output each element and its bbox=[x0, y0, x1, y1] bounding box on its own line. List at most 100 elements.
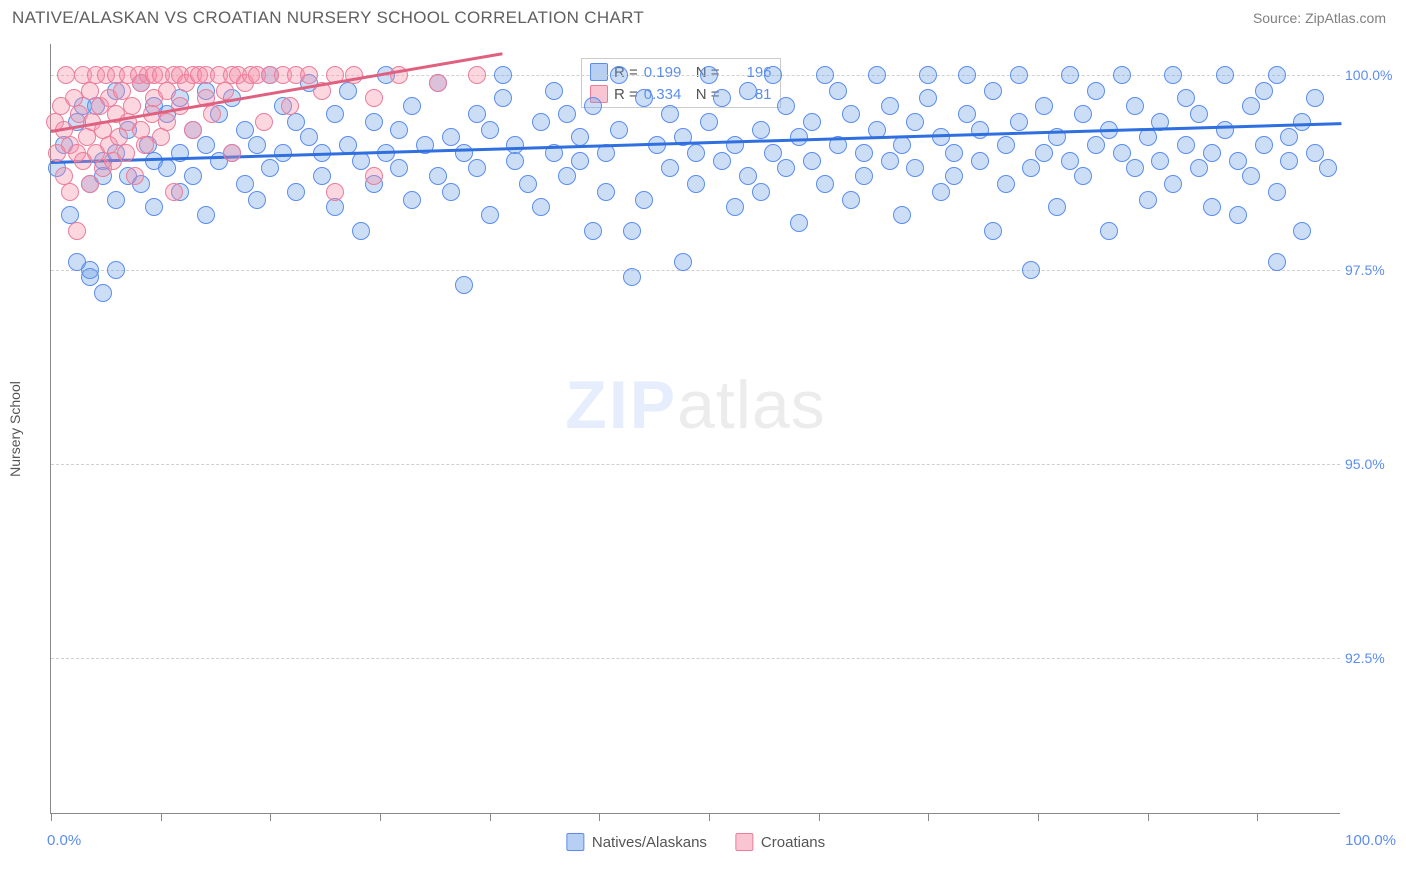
data-point bbox=[1010, 113, 1028, 131]
y-axis-title: Nursery School bbox=[7, 381, 23, 477]
legend-item: Croatians bbox=[735, 833, 825, 851]
data-point bbox=[81, 175, 99, 193]
data-point bbox=[1100, 222, 1118, 240]
data-point bbox=[803, 152, 821, 170]
data-point bbox=[468, 105, 486, 123]
data-point bbox=[584, 222, 602, 240]
legend-swatch bbox=[735, 833, 753, 851]
data-point bbox=[261, 159, 279, 177]
data-point bbox=[1255, 136, 1273, 154]
data-point bbox=[216, 82, 234, 100]
data-point bbox=[223, 144, 241, 162]
data-point bbox=[57, 66, 75, 84]
data-point bbox=[1022, 159, 1040, 177]
x-min-label: 0.0% bbox=[47, 832, 81, 849]
x-tick bbox=[380, 813, 381, 821]
data-point bbox=[403, 97, 421, 115]
data-point bbox=[790, 214, 808, 232]
data-point bbox=[881, 152, 899, 170]
chart-source: Source: ZipAtlas.com bbox=[1253, 10, 1386, 26]
data-point bbox=[1061, 152, 1079, 170]
x-tick bbox=[51, 813, 52, 821]
data-point bbox=[158, 82, 176, 100]
data-point bbox=[764, 144, 782, 162]
data-point bbox=[803, 113, 821, 131]
data-point bbox=[365, 89, 383, 107]
data-point bbox=[123, 97, 141, 115]
data-point bbox=[236, 121, 254, 139]
gridline bbox=[51, 464, 1340, 465]
y-tick-label: 100.0% bbox=[1345, 67, 1400, 83]
data-point bbox=[1035, 97, 1053, 115]
data-point bbox=[1319, 159, 1337, 177]
data-point bbox=[145, 198, 163, 216]
data-point bbox=[610, 121, 628, 139]
data-point bbox=[1280, 128, 1298, 146]
data-point bbox=[855, 167, 873, 185]
data-point bbox=[1268, 183, 1286, 201]
data-point bbox=[248, 191, 266, 209]
x-tick bbox=[928, 813, 929, 821]
x-tick bbox=[709, 813, 710, 821]
x-tick bbox=[1148, 813, 1149, 821]
data-point bbox=[184, 167, 202, 185]
data-point bbox=[906, 159, 924, 177]
data-point bbox=[1010, 66, 1028, 84]
data-point bbox=[777, 97, 795, 115]
x-max-label: 100.0% bbox=[1345, 832, 1396, 849]
data-point bbox=[945, 144, 963, 162]
x-tick bbox=[161, 813, 162, 821]
data-point bbox=[739, 82, 757, 100]
legend-item: Natives/Alaskans bbox=[566, 833, 707, 851]
data-point bbox=[1190, 105, 1208, 123]
data-point bbox=[997, 136, 1015, 154]
data-point bbox=[584, 97, 602, 115]
x-tick bbox=[270, 813, 271, 821]
data-point bbox=[365, 167, 383, 185]
data-point bbox=[1035, 144, 1053, 162]
data-point bbox=[571, 152, 589, 170]
data-point bbox=[455, 144, 473, 162]
data-point bbox=[610, 66, 628, 84]
data-point bbox=[481, 121, 499, 139]
data-point bbox=[1126, 97, 1144, 115]
data-point bbox=[326, 183, 344, 201]
data-point bbox=[713, 89, 731, 107]
data-point bbox=[339, 82, 357, 100]
data-point bbox=[932, 128, 950, 146]
data-point bbox=[345, 66, 363, 84]
data-point bbox=[1229, 152, 1247, 170]
data-point bbox=[764, 66, 782, 84]
y-tick-label: 95.0% bbox=[1345, 456, 1400, 472]
data-point bbox=[1177, 136, 1195, 154]
legend-label: Croatians bbox=[761, 834, 825, 851]
data-point bbox=[700, 66, 718, 84]
data-point bbox=[313, 167, 331, 185]
data-point bbox=[390, 159, 408, 177]
data-point bbox=[236, 175, 254, 193]
data-point bbox=[752, 183, 770, 201]
data-point bbox=[1216, 121, 1234, 139]
data-point bbox=[687, 144, 705, 162]
data-point bbox=[158, 159, 176, 177]
x-tick bbox=[490, 813, 491, 821]
data-point bbox=[532, 113, 550, 131]
data-point bbox=[1229, 206, 1247, 224]
data-point bbox=[197, 206, 215, 224]
data-point bbox=[1139, 128, 1157, 146]
data-point bbox=[558, 105, 576, 123]
data-point bbox=[287, 183, 305, 201]
data-point bbox=[494, 89, 512, 107]
data-point bbox=[1074, 105, 1092, 123]
data-point bbox=[442, 128, 460, 146]
data-point bbox=[300, 66, 318, 84]
data-point bbox=[984, 222, 1002, 240]
y-tick-label: 97.5% bbox=[1345, 262, 1400, 278]
data-point bbox=[1113, 66, 1131, 84]
data-point bbox=[661, 159, 679, 177]
data-point bbox=[390, 121, 408, 139]
data-point bbox=[726, 136, 744, 154]
data-point bbox=[184, 121, 202, 139]
data-point bbox=[661, 105, 679, 123]
data-point bbox=[94, 284, 112, 302]
